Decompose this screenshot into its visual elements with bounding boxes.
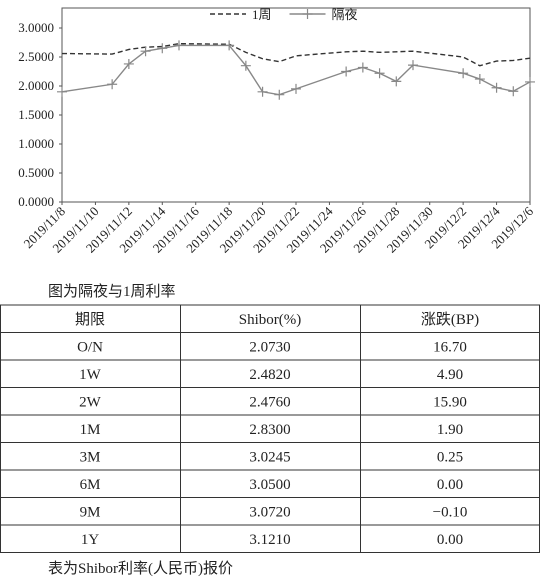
table-cell: O/N [77, 339, 103, 355]
y-tick-label: 2.5000 [18, 49, 54, 64]
point-marker [224, 40, 235, 51]
table-cell: 3.1210 [249, 532, 290, 548]
point-marker [341, 66, 352, 77]
table-cell: 4.90 [437, 367, 463, 383]
table-cell: 6M [80, 477, 101, 493]
point-marker [157, 43, 168, 54]
table-cell: 1Y [81, 532, 100, 548]
point-marker [408, 60, 418, 71]
y-tick-label: 0.5000 [18, 165, 54, 180]
table-caption: 表为Shibor利率(人民币)报价 [48, 560, 233, 577]
legend-label: 隔夜 [332, 7, 358, 22]
table-cell: 16.70 [433, 339, 467, 355]
table-cell: 0.00 [437, 532, 463, 548]
point-marker [274, 89, 285, 100]
point-marker [525, 76, 535, 87]
point-marker [474, 74, 485, 85]
point-marker [240, 60, 251, 71]
series-line [61, 42, 531, 67]
table-cell: 3.0720 [249, 504, 290, 520]
point-marker [57, 86, 67, 97]
plot-frame [61, 7, 531, 203]
point-marker [123, 58, 134, 69]
table-cell: 2.0730 [249, 339, 290, 355]
point-marker [174, 40, 184, 51]
point-marker [107, 79, 118, 90]
table-header-cell: 期限 [75, 311, 105, 328]
point-marker [391, 76, 402, 87]
legend-marker [302, 9, 313, 19]
table-cell: 1M [80, 422, 101, 438]
y-tick-label: 1.5000 [18, 107, 54, 122]
point-marker [140, 46, 151, 57]
table-cell: 3M [80, 449, 101, 465]
table-cell: 0.25 [437, 449, 463, 465]
point-marker [491, 82, 502, 93]
table-cell: 9M [80, 504, 101, 520]
point-marker [291, 83, 301, 94]
point-marker [508, 86, 519, 97]
table-cell: 3.0500 [249, 477, 290, 493]
legend-label: 1周 [252, 7, 272, 22]
y-tick-label: 3.0000 [18, 20, 54, 35]
table-cell: 1W [79, 367, 102, 383]
table-cell: 2.8300 [249, 422, 290, 438]
table-cell: 2W [79, 394, 102, 410]
table-header-cell: 涨跌(BP) [421, 311, 479, 328]
point-marker [374, 68, 385, 79]
point-marker [257, 86, 268, 97]
y-tick-label: 1.0000 [18, 136, 54, 151]
table-cell: −0.10 [433, 504, 468, 520]
chart-caption: 图为隔夜与1周利率 [48, 283, 176, 300]
point-marker [357, 62, 368, 73]
table-cell: 1.90 [437, 422, 463, 438]
point-marker [458, 68, 469, 79]
table-cell: 3.0245 [249, 449, 290, 465]
table-cell: 15.90 [433, 394, 467, 410]
table-cell: 2.4760 [249, 394, 290, 410]
table-cell: 0.00 [437, 477, 463, 493]
y-tick-label: 2.0000 [18, 78, 54, 93]
y-tick-label: 0.0000 [18, 194, 54, 209]
table-cell: 2.4820 [249, 367, 290, 383]
table-header-cell: Shibor(%) [239, 312, 302, 328]
